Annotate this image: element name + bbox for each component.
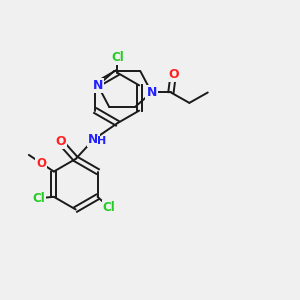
Text: Cl: Cl — [32, 192, 45, 205]
Text: H: H — [97, 136, 106, 146]
Text: N: N — [88, 133, 99, 146]
Text: O: O — [168, 68, 178, 81]
Text: Cl: Cl — [111, 51, 124, 64]
Text: O: O — [36, 157, 46, 170]
Text: N: N — [146, 86, 157, 99]
Text: N: N — [93, 79, 103, 92]
Text: O: O — [55, 135, 66, 148]
Text: Cl: Cl — [103, 201, 115, 214]
